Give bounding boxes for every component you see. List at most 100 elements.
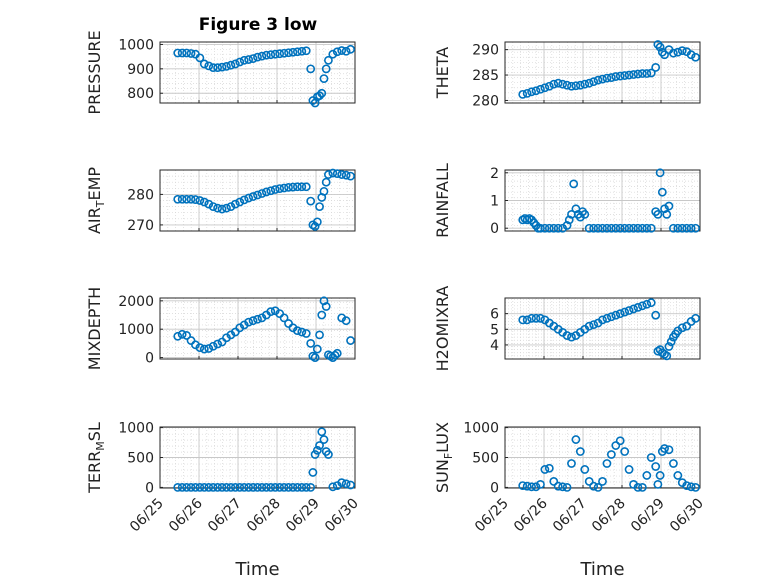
data-point	[606, 73, 616, 82]
data-point	[253, 314, 262, 324]
data-point	[624, 223, 634, 233]
data-point	[589, 223, 599, 233]
data-point	[337, 46, 347, 55]
data-point	[284, 48, 293, 58]
data-point	[686, 50, 696, 60]
data-point	[235, 483, 245, 492]
data-point	[341, 316, 351, 326]
data-point	[310, 450, 320, 459]
figure-title: Figure 3 low	[199, 15, 318, 35]
data-point	[624, 306, 634, 315]
data-point	[682, 321, 692, 331]
x-tick-label: 06/30	[322, 496, 362, 536]
data-point	[653, 480, 663, 489]
data-point	[337, 478, 347, 488]
axes-box	[159, 297, 356, 360]
data-point	[208, 483, 218, 492]
data-point	[261, 187, 271, 197]
data-point	[297, 327, 307, 337]
x-tick-label: 06/28	[589, 496, 629, 536]
data-point	[235, 197, 245, 207]
data-point	[611, 72, 621, 81]
data-point	[553, 78, 563, 88]
data-point	[527, 313, 536, 323]
data-point	[567, 332, 576, 342]
data-point	[553, 481, 563, 491]
data-point	[330, 350, 340, 360]
data-point	[629, 70, 638, 79]
data-point	[253, 190, 262, 200]
data-point	[653, 209, 663, 219]
data-point	[637, 223, 647, 233]
data-point	[531, 482, 541, 492]
data-point	[186, 483, 196, 492]
data-point	[173, 331, 183, 341]
x-tick-label: 06/28	[244, 496, 284, 536]
data-point	[584, 477, 594, 486]
data-point	[292, 483, 302, 492]
data-point	[646, 298, 656, 308]
data-point	[275, 184, 285, 194]
y-tick-label: 0	[145, 480, 154, 496]
data-point	[646, 68, 656, 78]
data-point	[633, 483, 643, 492]
data-point	[629, 304, 638, 314]
y-tick-label: 1	[490, 194, 499, 210]
axes-box	[504, 297, 701, 360]
data-point	[602, 73, 612, 83]
axes-box	[159, 41, 356, 104]
data-point	[598, 223, 607, 233]
data-point	[288, 47, 298, 57]
data-point	[580, 79, 590, 89]
data-point	[217, 483, 227, 492]
data-point	[651, 63, 661, 72]
y-tick-label: 0	[490, 480, 499, 496]
data-point	[337, 170, 347, 179]
data-point	[321, 302, 331, 311]
data-point	[682, 481, 692, 491]
data-point	[297, 46, 307, 56]
data-point	[195, 196, 205, 205]
data-point	[682, 223, 692, 233]
data-point	[297, 483, 307, 492]
data-point	[324, 450, 333, 459]
data-point	[691, 313, 700, 323]
y-tick-label: 285	[472, 68, 499, 84]
data-point	[651, 462, 661, 471]
data-point	[182, 483, 191, 492]
data-point	[531, 313, 541, 323]
data-point	[677, 223, 687, 233]
data-point	[306, 64, 316, 74]
data-point	[315, 202, 324, 211]
data-point	[301, 329, 311, 338]
data-point	[275, 49, 285, 59]
data-point	[606, 312, 616, 322]
data-point	[611, 441, 621, 450]
data-point	[669, 459, 678, 468]
data-point	[321, 177, 331, 187]
data-point	[536, 480, 545, 489]
data-point	[319, 74, 329, 83]
data-point	[266, 307, 276, 317]
data-point	[266, 186, 276, 196]
data-point	[244, 483, 254, 492]
data-point	[673, 471, 683, 480]
data-point	[177, 483, 187, 492]
data-point	[182, 194, 191, 204]
data-point	[606, 450, 616, 459]
data-point	[691, 223, 700, 233]
data-point	[312, 217, 322, 227]
data-point	[615, 309, 625, 319]
data-point	[217, 337, 227, 347]
data-point	[646, 223, 656, 233]
data-point	[655, 42, 665, 52]
data-point	[222, 483, 231, 492]
data-point	[633, 302, 643, 312]
data-point	[589, 77, 599, 87]
data-point	[315, 91, 324, 101]
data-point	[346, 171, 355, 181]
x-tick-label: 06/30	[667, 496, 707, 536]
data-point	[544, 463, 554, 473]
data-point	[642, 69, 652, 78]
